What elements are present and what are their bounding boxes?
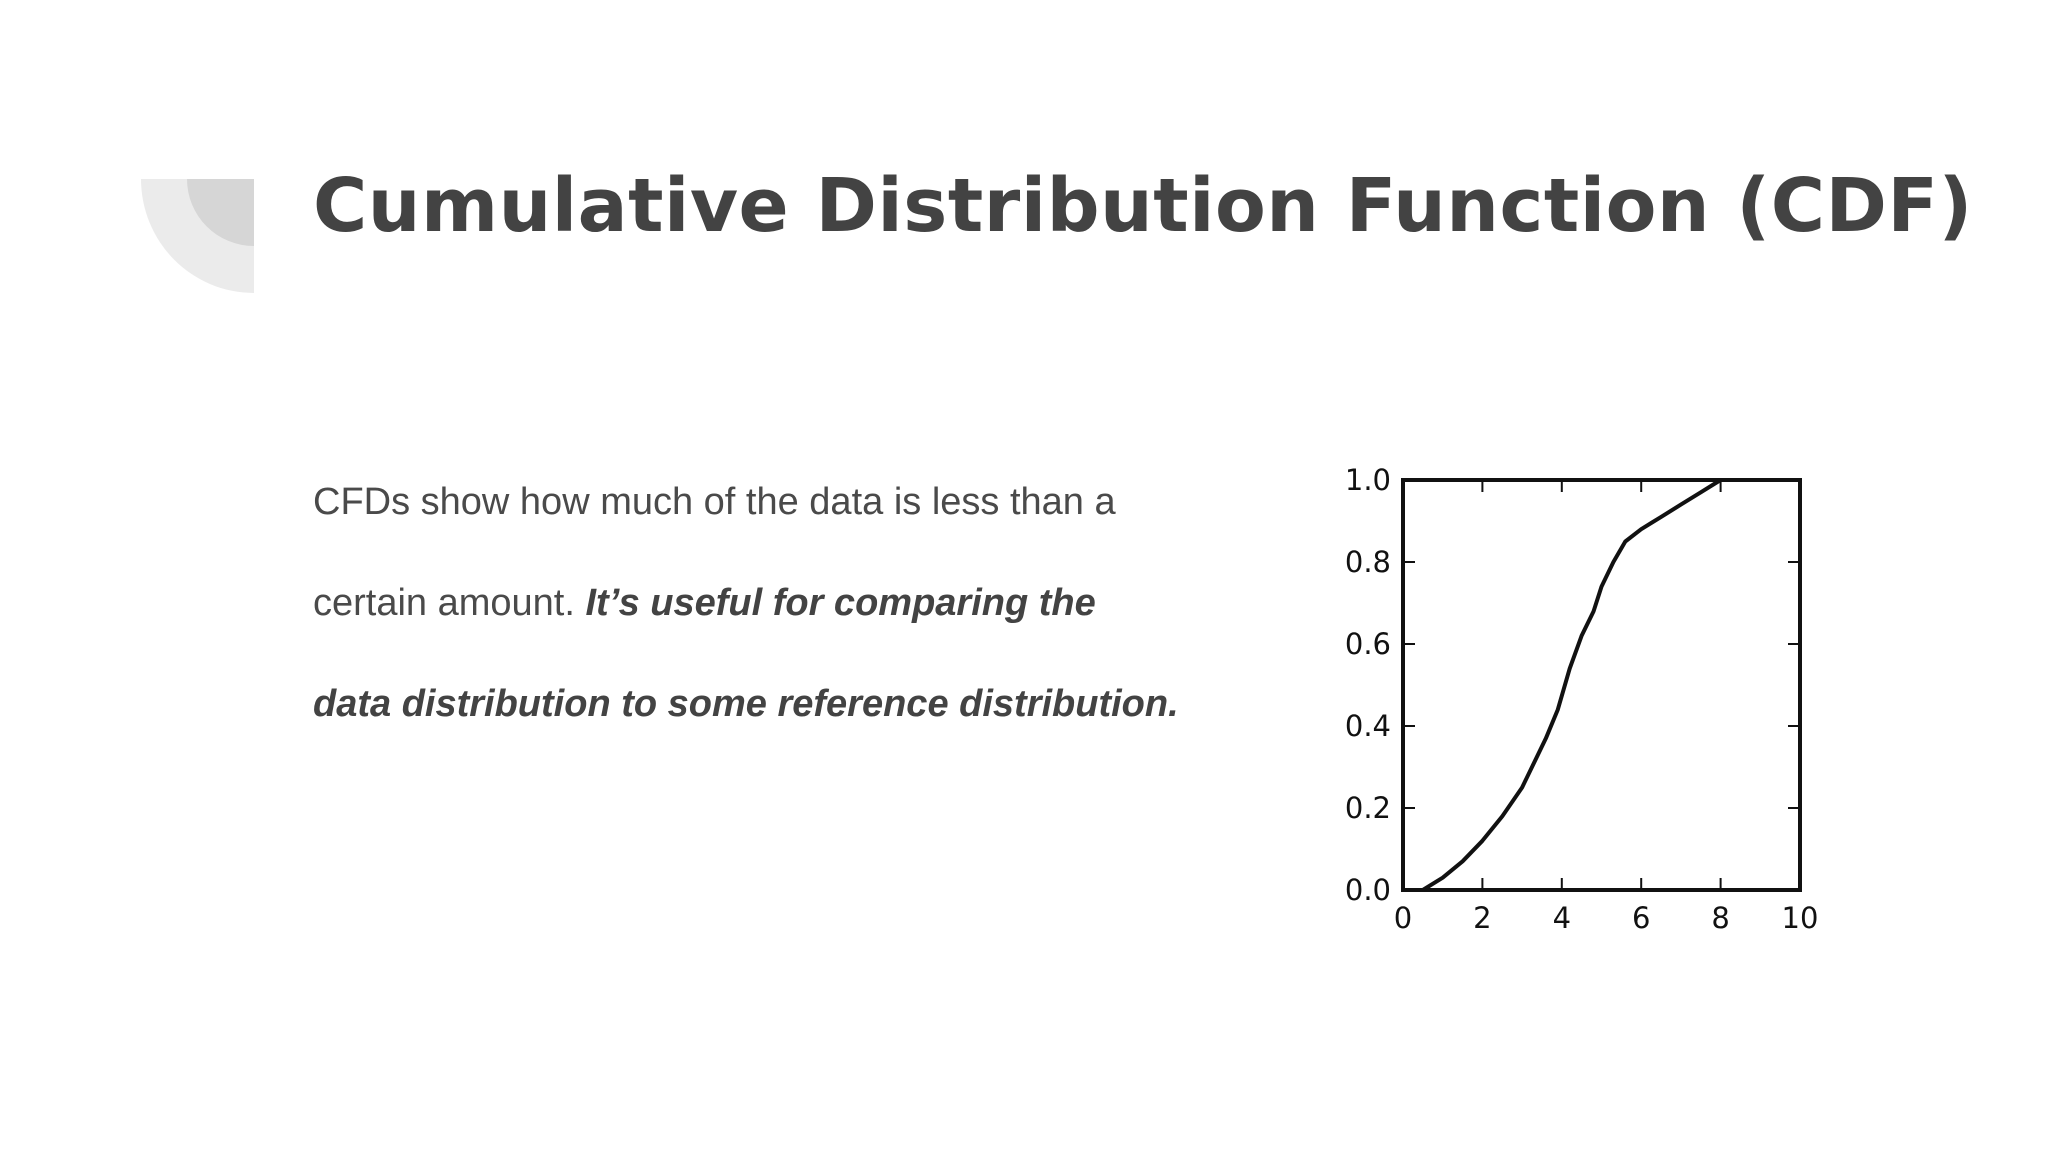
y-tick-label: 1.0 xyxy=(1345,463,1391,497)
cdf-series-line xyxy=(1401,478,1802,892)
y-tick-label: 0.6 xyxy=(1345,627,1391,661)
slide-body-text: CFDs show how much of the data is less t… xyxy=(313,452,1293,755)
deco-inner-arc xyxy=(187,179,254,246)
y-tick-label: 0.4 xyxy=(1345,709,1391,743)
x-tick-label: 6 xyxy=(1632,901,1650,935)
body-line-2-plain: certain amount. xyxy=(313,582,586,624)
x-tick-label: 2 xyxy=(1473,901,1491,935)
x-tick-label: 0 xyxy=(1394,901,1412,935)
y-tick-label: 0.2 xyxy=(1345,791,1391,825)
decorative-quarter-circle-icon xyxy=(141,179,254,293)
body-line-1: CFDs show how much of the data is less t… xyxy=(313,481,1116,523)
cdf-chart: 0 2 4 6 8 10 0.0 0.2 0.4 0.6 0.8 1.0 xyxy=(1320,452,1820,942)
x-tick-label: 8 xyxy=(1711,901,1729,935)
chart-frame xyxy=(1401,478,1802,892)
slide-title: Cumulative Distribution Function (CDF) xyxy=(313,163,1973,249)
body-line-3-emphasis: data distribution to some reference dist… xyxy=(313,683,1179,725)
body-line-2-emphasis: It’s useful for comparing the xyxy=(585,582,1096,624)
y-tick-label: 0.0 xyxy=(1345,873,1391,907)
cdf-chart-svg: 0 2 4 6 8 10 0.0 0.2 0.4 0.6 0.8 1.0 xyxy=(1345,463,1819,935)
x-tick-label: 4 xyxy=(1553,901,1571,935)
x-tick-label: 10 xyxy=(1782,901,1819,935)
y-tick-label: 0.8 xyxy=(1345,545,1391,579)
body-line-2: certain amount. It’s useful for comparin… xyxy=(313,553,1293,654)
